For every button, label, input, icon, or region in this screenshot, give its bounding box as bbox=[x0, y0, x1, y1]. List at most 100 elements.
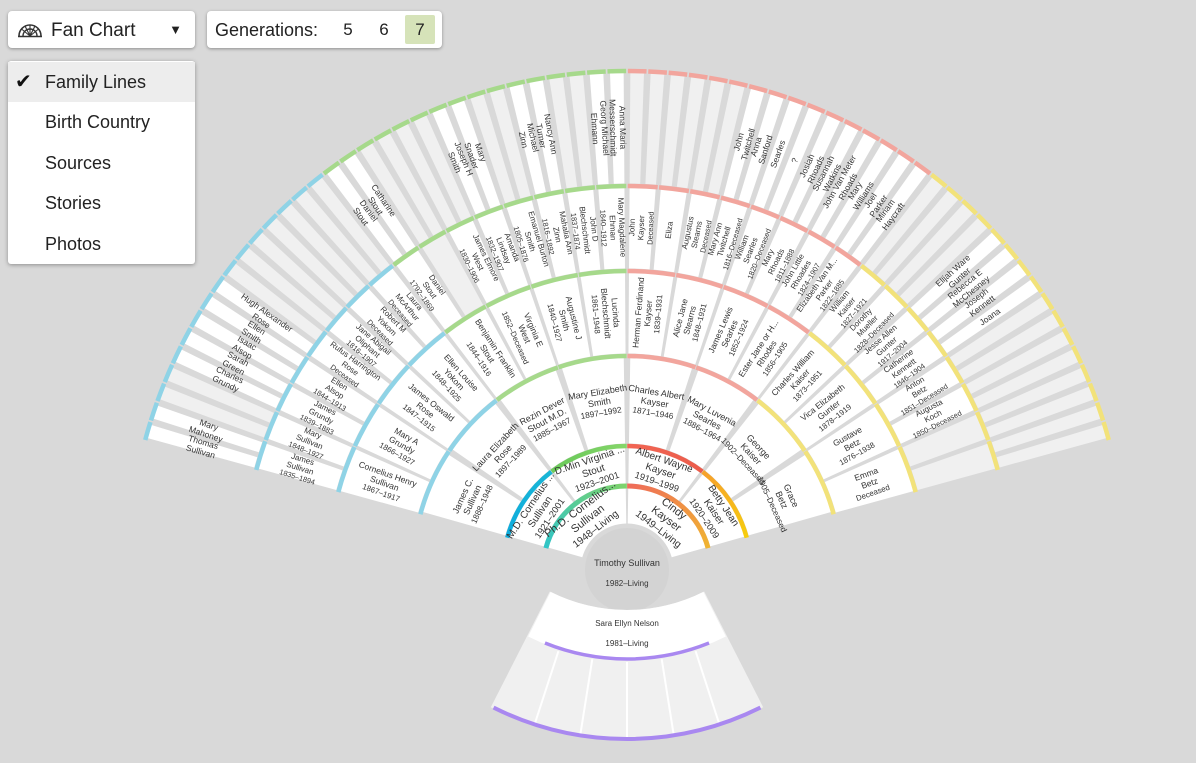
ancestor-box[interactable] bbox=[499, 368, 585, 469]
ancestor-box[interactable] bbox=[580, 271, 626, 357]
ancestor-box[interactable] bbox=[257, 443, 343, 491]
chart-type-dropdown[interactable]: Fan Chart ▼ bbox=[8, 11, 195, 48]
ancestor-box[interactable] bbox=[797, 122, 860, 228]
ancestor-box[interactable] bbox=[931, 262, 1028, 341]
ancestor-box[interactable] bbox=[848, 309, 926, 381]
ancestor-box[interactable] bbox=[770, 233, 833, 316]
ancestor-box[interactable] bbox=[663, 275, 722, 365]
ancestor-box[interactable] bbox=[152, 405, 263, 453]
ancestor-box[interactable] bbox=[421, 454, 521, 536]
ancestor-box[interactable] bbox=[309, 333, 390, 401]
ancestor-box[interactable] bbox=[733, 454, 833, 536]
ancestor-box[interactable] bbox=[669, 368, 755, 469]
ancestor-box[interactable] bbox=[326, 164, 403, 262]
ancestor-box[interactable] bbox=[864, 333, 945, 401]
menu-item-birth-country[interactable]: Birth Country bbox=[8, 102, 195, 142]
ancestor-box bbox=[645, 72, 665, 185]
ancestor-box[interactable] bbox=[355, 405, 447, 480]
ancestor-box[interactable] bbox=[371, 267, 442, 346]
ancestor-box[interactable] bbox=[627, 486, 708, 558]
generation-option-6[interactable]: 6 bbox=[379, 20, 389, 39]
ancestor-box[interactable] bbox=[940, 279, 1040, 354]
ancestor-box[interactable] bbox=[786, 367, 875, 449]
ancestor-box[interactable] bbox=[759, 334, 844, 421]
root-person-disc[interactable] bbox=[585, 528, 669, 612]
ancestor-box[interactable] bbox=[748, 219, 806, 304]
ancestor-box[interactable] bbox=[680, 473, 746, 547]
ancestor-box[interactable] bbox=[598, 186, 625, 270]
ancestor-box[interactable] bbox=[278, 385, 363, 444]
ancestor-box[interactable] bbox=[508, 473, 574, 547]
ancestor-box[interactable] bbox=[851, 164, 928, 262]
ancestor-box[interactable] bbox=[783, 113, 841, 221]
ancestor-box[interactable] bbox=[609, 71, 625, 184]
ancestor-box[interactable] bbox=[807, 405, 899, 480]
ancestor-box[interactable] bbox=[910, 231, 1003, 316]
ancestor-box[interactable] bbox=[446, 307, 524, 398]
ancestor-box[interactable] bbox=[509, 82, 546, 195]
fan-chart-icon bbox=[18, 24, 42, 38]
ancestor-box[interactable] bbox=[293, 359, 376, 422]
ancestor-box[interactable] bbox=[203, 295, 305, 367]
menu-item-stories[interactable]: Stories bbox=[8, 183, 195, 223]
ancestor-box[interactable] bbox=[725, 207, 778, 293]
ancestor-box[interactable] bbox=[678, 192, 718, 278]
ancestor-box[interactable] bbox=[825, 142, 895, 244]
ancestor-box[interactable] bbox=[705, 402, 803, 499]
ancestor-box[interactable] bbox=[183, 330, 288, 394]
menu-item-photos[interactable]: Photos bbox=[8, 224, 195, 264]
ancestor-box[interactable] bbox=[536, 192, 576, 278]
ancestor-box[interactable] bbox=[653, 188, 687, 273]
ancestor-box[interactable] bbox=[702, 198, 748, 284]
ancestor-box[interactable] bbox=[723, 87, 765, 199]
ancestor-box[interactable] bbox=[174, 348, 281, 409]
ancestor-box[interactable] bbox=[410, 334, 495, 421]
menu-item-family-lines[interactable]: ✔ Family Lines bbox=[8, 62, 195, 102]
menu-item-sources[interactable]: Sources bbox=[8, 143, 195, 183]
ancestor-box[interactable] bbox=[753, 99, 804, 209]
spouse-box[interactable] bbox=[528, 591, 726, 660]
ancestor-box[interactable] bbox=[266, 414, 352, 467]
generation-option-7[interactable]: 7 bbox=[405, 15, 435, 44]
ancestor-box[interactable] bbox=[589, 72, 609, 185]
ancestor-box[interactable] bbox=[506, 198, 552, 284]
ancestor-box[interactable] bbox=[379, 367, 468, 449]
ancestor-box[interactable] bbox=[567, 188, 601, 273]
ancestor-box[interactable] bbox=[824, 448, 915, 513]
ancestor-box[interactable] bbox=[348, 287, 424, 363]
ancestor-box[interactable] bbox=[878, 359, 961, 422]
ancestor-box[interactable] bbox=[450, 99, 501, 209]
ancestor-box[interactable] bbox=[431, 106, 486, 215]
ancestor-box[interactable] bbox=[532, 275, 591, 365]
ancestor-box[interactable] bbox=[628, 271, 674, 357]
ancestor-box[interactable] bbox=[395, 249, 462, 330]
ancestor-box[interactable] bbox=[529, 78, 562, 192]
ancestor-box[interactable] bbox=[891, 385, 976, 444]
ancestor-box[interactable] bbox=[768, 106, 823, 215]
ancestor-box[interactable] bbox=[451, 402, 549, 499]
ancestor-box[interactable] bbox=[476, 207, 529, 293]
ancestor-box[interactable] bbox=[812, 267, 883, 346]
ancestor-box[interactable] bbox=[561, 356, 626, 450]
ancestor-box[interactable] bbox=[921, 246, 1016, 328]
ancestor-box[interactable] bbox=[738, 92, 785, 204]
ancestor-box[interactable] bbox=[342, 152, 416, 253]
ancestor-box[interactable] bbox=[792, 249, 859, 330]
family-line-arc bbox=[926, 330, 948, 358]
ancestor-box[interactable] bbox=[214, 279, 314, 354]
ancestor-box[interactable] bbox=[339, 448, 430, 513]
ancestor-box[interactable] bbox=[328, 309, 406, 381]
ancestor-box[interactable] bbox=[192, 313, 296, 380]
ancestor-box[interactable] bbox=[146, 424, 258, 468]
ancestor-box[interactable] bbox=[830, 287, 906, 363]
ancestor-box[interactable] bbox=[448, 219, 506, 304]
generation-option-5[interactable]: 5 bbox=[343, 20, 353, 39]
ancestor-box[interactable] bbox=[629, 186, 656, 270]
ancestor-box[interactable] bbox=[546, 486, 627, 558]
ancestor-box[interactable] bbox=[730, 307, 808, 398]
ancestor-box[interactable] bbox=[838, 152, 912, 253]
ancestor-box[interactable] bbox=[811, 131, 877, 236]
ancestor-box[interactable] bbox=[488, 287, 557, 379]
ancestor-box[interactable] bbox=[697, 287, 766, 379]
ancestor-box[interactable] bbox=[628, 356, 693, 450]
